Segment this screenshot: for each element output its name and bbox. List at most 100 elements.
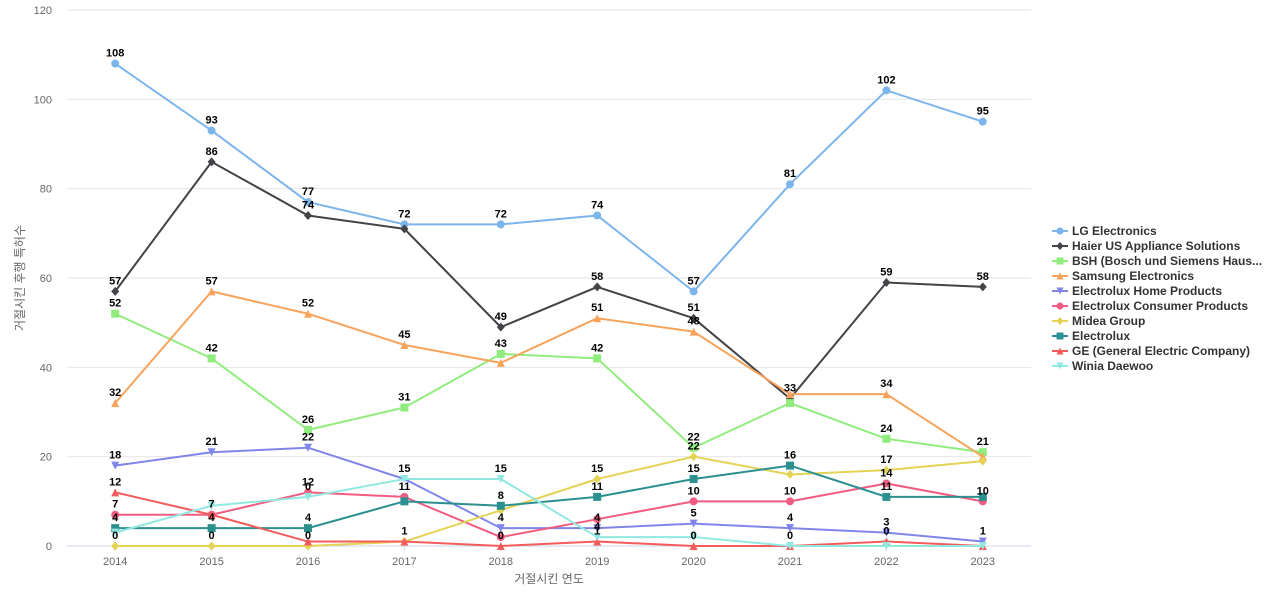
data-point <box>304 210 312 220</box>
data-label: 0 <box>787 530 793 542</box>
data-point <box>689 287 698 296</box>
data-label: 11 <box>881 481 893 493</box>
y-tick-label: 60 <box>40 273 52 285</box>
data-point <box>593 211 602 220</box>
data-point <box>978 456 987 466</box>
legend-item[interactable]: Winia Daewoo <box>1052 359 1153 373</box>
legend-item[interactable]: Haier US Appliance Solutions <box>1052 239 1241 253</box>
legend-item[interactable]: BSH (Bosch und Siemens Haus... <box>1052 254 1262 268</box>
data-label: 108 <box>106 48 124 60</box>
data-label: 0 <box>691 530 697 542</box>
data-label: 31 <box>398 392 410 404</box>
data-label: 22 <box>687 441 699 453</box>
legend-symbol <box>1056 242 1064 250</box>
data-point <box>304 443 312 452</box>
data-point <box>882 86 891 95</box>
x-tick-label: 2022 <box>874 556 898 568</box>
data-point <box>111 524 120 533</box>
data-label: 49 <box>495 311 507 323</box>
legend-item[interactable]: Electrolux Home Products <box>1052 284 1222 298</box>
data-label: 3 <box>883 517 889 529</box>
legend-label: GE (General Electric Company) <box>1072 344 1250 358</box>
series-line <box>115 455 983 547</box>
data-point <box>496 542 505 550</box>
data-label: 7 <box>209 499 215 511</box>
data-point <box>207 287 216 296</box>
x-axis: 2014 2015 2016 2017 2018 2019 2020 2021 2022 2023 <box>67 545 1031 568</box>
x-tick-label: 2015 <box>199 556 223 568</box>
legend-item[interactable]: Electrolux Consumer Products <box>1052 299 1248 313</box>
legend-item[interactable]: Samsung Electronics <box>1052 269 1194 283</box>
series-3 <box>111 287 987 461</box>
legend-symbol <box>1056 227 1064 235</box>
series-0 <box>111 59 987 296</box>
legend-item[interactable]: Midea Group <box>1052 314 1145 328</box>
data-label: 10 <box>977 485 989 497</box>
data-point <box>786 390 794 399</box>
y-tick-label: 120 <box>34 5 52 17</box>
data-point <box>400 224 409 234</box>
data-point <box>593 515 602 524</box>
data-point <box>689 533 698 542</box>
gridlines <box>67 9 1031 547</box>
legend-symbol <box>1056 362 1064 370</box>
legend-item[interactable]: Electrolux <box>1052 329 1130 343</box>
series-line <box>114 160 983 400</box>
legend-symbol <box>1056 347 1064 355</box>
data-point <box>882 465 891 475</box>
data-label: 93 <box>205 115 217 127</box>
data-point <box>400 475 409 483</box>
legend-item[interactable]: LG Electronics <box>1052 224 1157 238</box>
data-label: 48 <box>687 316 699 328</box>
legend-label: Midea Group <box>1072 314 1145 328</box>
data-point <box>882 528 891 537</box>
series-8 <box>111 488 987 550</box>
data-point <box>786 470 794 480</box>
data-label: 4 <box>594 521 601 533</box>
data-point <box>689 519 698 528</box>
y-tick-label: 40 <box>40 362 52 374</box>
data-point <box>593 524 602 533</box>
data-point <box>304 524 312 533</box>
data-label: 51 <box>591 302 603 314</box>
y-axis-title: 거절시킨 후행 특허수 <box>12 225 27 331</box>
x-tick-label: 2014 <box>103 556 127 568</box>
data-label: 86 <box>205 146 217 158</box>
series-line <box>114 290 984 458</box>
data-label: 4 <box>112 512 119 524</box>
data-label: 26 <box>302 414 314 426</box>
data-label: 42 <box>591 342 603 354</box>
data-point <box>207 448 216 457</box>
data-label: 21 <box>205 436 217 448</box>
data-label: 77 <box>302 186 314 198</box>
data-point <box>593 533 602 542</box>
data-label: 74 <box>591 199 604 211</box>
y-axis: 0 20 40 60 80 100 120 <box>34 5 52 553</box>
data-label: 14 <box>880 467 893 479</box>
data-point <box>882 390 891 399</box>
legend-item[interactable]: GE (General Electric Company) <box>1052 344 1250 358</box>
data-label: 45 <box>398 329 410 341</box>
data-point <box>689 475 698 483</box>
data-point <box>111 488 120 497</box>
data-label: 24 <box>880 423 893 435</box>
data-point <box>496 501 505 510</box>
legend-symbol <box>1056 272 1064 280</box>
data-point <box>882 542 891 550</box>
data-label: 4 <box>787 512 794 524</box>
data-label: 52 <box>109 298 121 310</box>
series-6 <box>111 452 987 551</box>
data-label: 57 <box>687 275 699 287</box>
data-label: 16 <box>784 450 796 462</box>
data-point <box>400 403 409 412</box>
data-point <box>496 358 505 367</box>
data-label: 72 <box>398 208 410 220</box>
legend-label: BSH (Bosch und Siemens Haus... <box>1072 254 1262 268</box>
data-point <box>689 443 698 452</box>
data-point <box>689 452 698 462</box>
data-label: 34 <box>880 378 893 390</box>
y-tick-label: 100 <box>34 94 52 106</box>
